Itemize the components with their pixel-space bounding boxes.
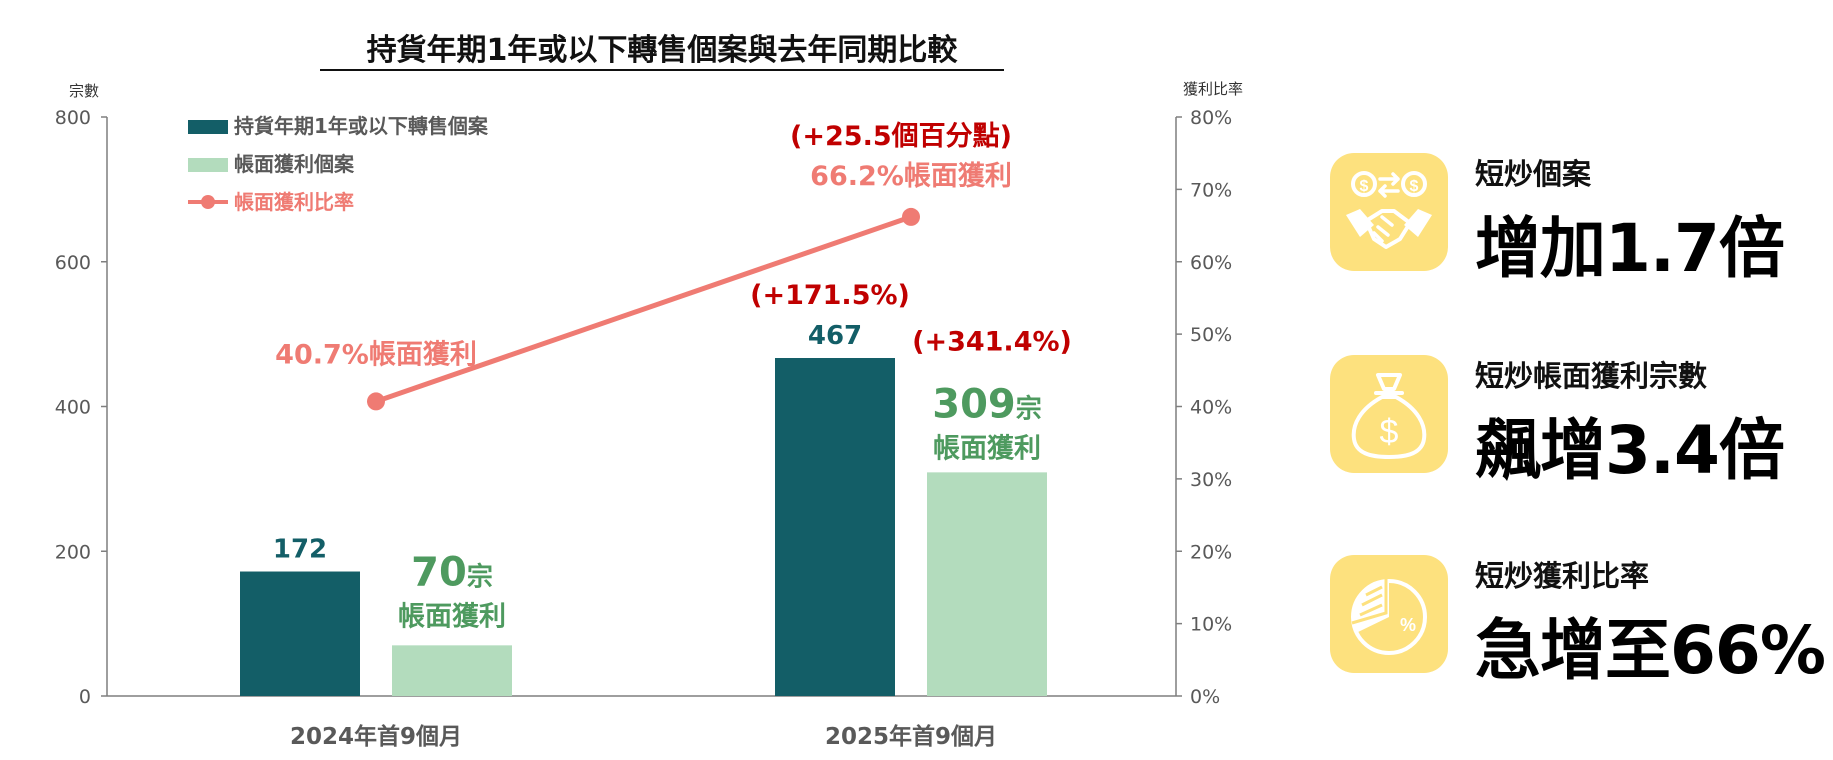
stat-card-profit-cases: $ 短炒帳面獲利宗數 飆增3.4倍 <box>1330 355 1830 489</box>
rate-label: 40.7%帳面獲利 <box>275 339 477 370</box>
profit-rate-point <box>367 392 385 411</box>
right-tick-label: 70% <box>1190 179 1232 201</box>
right-tick-label: 50% <box>1190 324 1232 346</box>
profit-rate-point <box>902 207 920 226</box>
svg-text:$: $ <box>1360 178 1369 195</box>
left-tick-label: 400 <box>55 397 91 419</box>
left-tick-label: 600 <box>55 252 91 274</box>
change-total-label: (+171.5%) <box>750 280 910 311</box>
card-subtitle: 短炒個案 <box>1475 157 1592 191</box>
left-tick-label: 0 <box>79 686 91 708</box>
pie-chart-percent-icon: % <box>1330 555 1448 673</box>
left-tick-label: 200 <box>55 541 91 563</box>
bar-total-cases <box>775 358 895 696</box>
right-tick-label: 30% <box>1190 469 1232 491</box>
card-headline: 飆增3.4倍 <box>1475 412 1785 489</box>
card-subtitle: 短炒獲利比率 <box>1475 559 1650 593</box>
legend-label: 持貨年期1年或以下轉售個案 <box>234 114 489 138</box>
profit-count-label: 309宗 <box>932 381 1042 427</box>
legend-label: 帳面獲利比率 <box>234 190 354 214</box>
legend-label: 帳面獲利個案 <box>234 152 355 176</box>
card-headline: 急增至66% <box>1475 612 1826 689</box>
svg-text:%: % <box>1400 615 1416 635</box>
bar-value-label: 467 <box>808 321 862 351</box>
card-headline: 增加1.7倍 <box>1475 210 1785 287</box>
profit-rate-line <box>375 214 912 404</box>
stat-card-profit-rate: % 短炒獲利比率 急增至66% <box>1330 555 1830 689</box>
category-label: 2024年首9個月 <box>290 723 462 750</box>
right-tick-label: 40% <box>1190 397 1232 419</box>
profit-count-caption: 帳面獲利 <box>398 601 506 632</box>
right-tick-label: 60% <box>1190 252 1232 274</box>
left-axis-label: 宗數 <box>69 82 99 100</box>
category-label: 2025年首9個月 <box>825 723 997 750</box>
right-tick-label: 80% <box>1190 107 1232 129</box>
svg-text:$: $ <box>1380 413 1399 451</box>
change-profit-label: (+341.4%) <box>912 326 1072 357</box>
chart-title: 持貨年期1年或以下轉售個案與去年同期比較 <box>367 33 959 68</box>
legend-swatch-total <box>188 120 228 134</box>
bar-value-label: 172 <box>273 535 327 565</box>
bar-profit-cases <box>927 472 1047 696</box>
right-axis-label: 獲利比率 <box>1183 80 1243 98</box>
right-tick-label: 0% <box>1190 686 1220 708</box>
combo-chart: 持貨年期1年或以下轉售個案與去年同期比較 宗數 獲利比率 0 200 400 600 8… <box>55 33 1243 750</box>
bar-profit-cases <box>392 645 512 696</box>
change-rate-label: (+25.5個百分點) <box>790 121 1012 152</box>
bar-total-cases <box>240 571 360 696</box>
svg-text:$: $ <box>1410 178 1419 195</box>
money-bag-icon: $ <box>1330 355 1448 473</box>
stat-card-cases: $ $ 短炒個案 增加1.7倍 <box>1330 153 1830 287</box>
rate-label: 66.2%帳面獲利 <box>810 161 1012 192</box>
right-tick-label: 10% <box>1190 614 1232 636</box>
profit-count-caption: 帳面獲利 <box>933 433 1041 464</box>
card-subtitle: 短炒帳面獲利宗數 <box>1475 359 1708 393</box>
legend-swatch-rate-dot <box>201 195 215 209</box>
legend-swatch-profit <box>188 158 228 172</box>
right-tick-label: 20% <box>1190 541 1232 563</box>
left-tick-label: 800 <box>55 107 91 129</box>
profit-count-label: 70宗 <box>411 549 493 595</box>
handshake-money-icon: $ $ <box>1330 153 1448 271</box>
